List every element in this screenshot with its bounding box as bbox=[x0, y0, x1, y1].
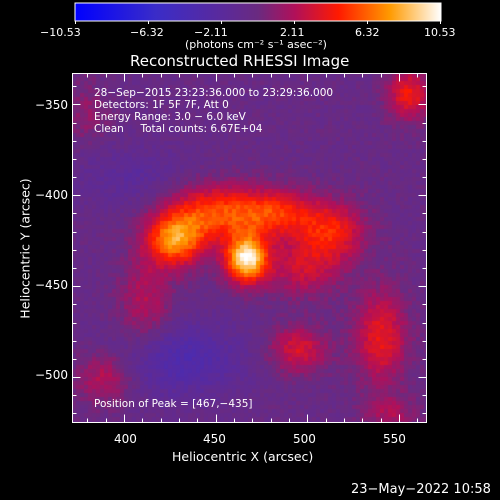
chart-title: Reconstructed RHESSI Image bbox=[130, 52, 350, 70]
image-info: 28−Sep−2015 23:23:36.000 to 23:29:36.000… bbox=[94, 87, 333, 135]
colorbar-tick-label: 2.11 bbox=[280, 26, 305, 39]
y-axis-label: Heliocentric Y (arcsec) bbox=[17, 178, 33, 319]
detectors-info: Detectors: 1F 5F 7F, Att 0 bbox=[94, 99, 229, 111]
y-tick-label: −450 bbox=[35, 278, 68, 292]
y-tick-label: −400 bbox=[35, 188, 68, 202]
y-tick-label: −500 bbox=[35, 368, 68, 382]
x-axis-label: Heliocentric X (arcsec) bbox=[172, 449, 314, 464]
colorbar-units: (photons cm⁻² s⁻¹ asec⁻²) bbox=[185, 38, 327, 51]
x-tick-label: 400 bbox=[114, 432, 137, 446]
time-range: 28−Sep−2015 23:23:36.000 to 23:29:36.000 bbox=[94, 87, 334, 99]
x-tick-label: 550 bbox=[383, 432, 406, 446]
colorbar-tick-label: −2.11 bbox=[194, 26, 228, 39]
plot-frame bbox=[72, 73, 427, 423]
colorbar-tick-label: −6.32 bbox=[130, 26, 164, 39]
heatmap-image bbox=[72, 73, 427, 423]
colorbar-tick-label: 6.32 bbox=[355, 26, 380, 39]
colorbar-tick-label: 10.53 bbox=[424, 26, 456, 39]
colorbar bbox=[74, 2, 442, 24]
colorbar-tick-label: −10.53 bbox=[40, 26, 81, 39]
colorbar-gradient bbox=[74, 2, 442, 22]
y-tick-label: −350 bbox=[35, 98, 68, 112]
clean-total-counts: Clean Total counts: 6.67E+04 bbox=[94, 123, 263, 135]
energy-range: Energy Range: 3.0 − 6.0 keV bbox=[94, 111, 246, 123]
x-tick-label: 500 bbox=[293, 432, 316, 446]
x-tick-label: 450 bbox=[203, 432, 226, 446]
plot-timestamp: 23−May−2022 10:58 bbox=[351, 482, 491, 497]
peak-position: Position of Peak = [467,−435] bbox=[94, 398, 253, 410]
